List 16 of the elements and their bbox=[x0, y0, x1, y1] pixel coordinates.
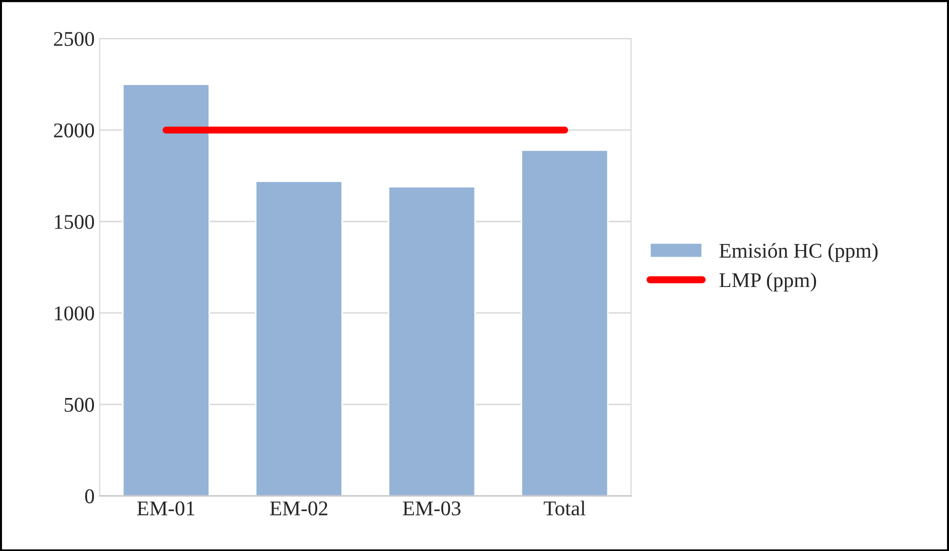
y-tick-label: 500 bbox=[64, 398, 94, 412]
legend-label: LMP (ppm) bbox=[719, 272, 816, 292]
x-tick-label: EM-03 bbox=[402, 501, 460, 516]
y-tick-label: 1000 bbox=[54, 306, 94, 320]
bar bbox=[388, 186, 476, 496]
bar bbox=[122, 84, 210, 496]
y-tick-label: 2000 bbox=[54, 123, 94, 138]
bar bbox=[520, 149, 609, 496]
y-tick-label: 2500 bbox=[54, 32, 94, 46]
legend-label: Emisión HC (ppm) bbox=[719, 243, 878, 262]
y-tick-label: 0 bbox=[85, 489, 94, 504]
y-tick-label: 1500 bbox=[54, 214, 94, 229]
bar bbox=[255, 180, 343, 496]
x-tick-label: EM-01 bbox=[137, 501, 194, 516]
x-tick-label: Total bbox=[544, 500, 586, 516]
x-tick-label: EM-02 bbox=[270, 501, 328, 516]
